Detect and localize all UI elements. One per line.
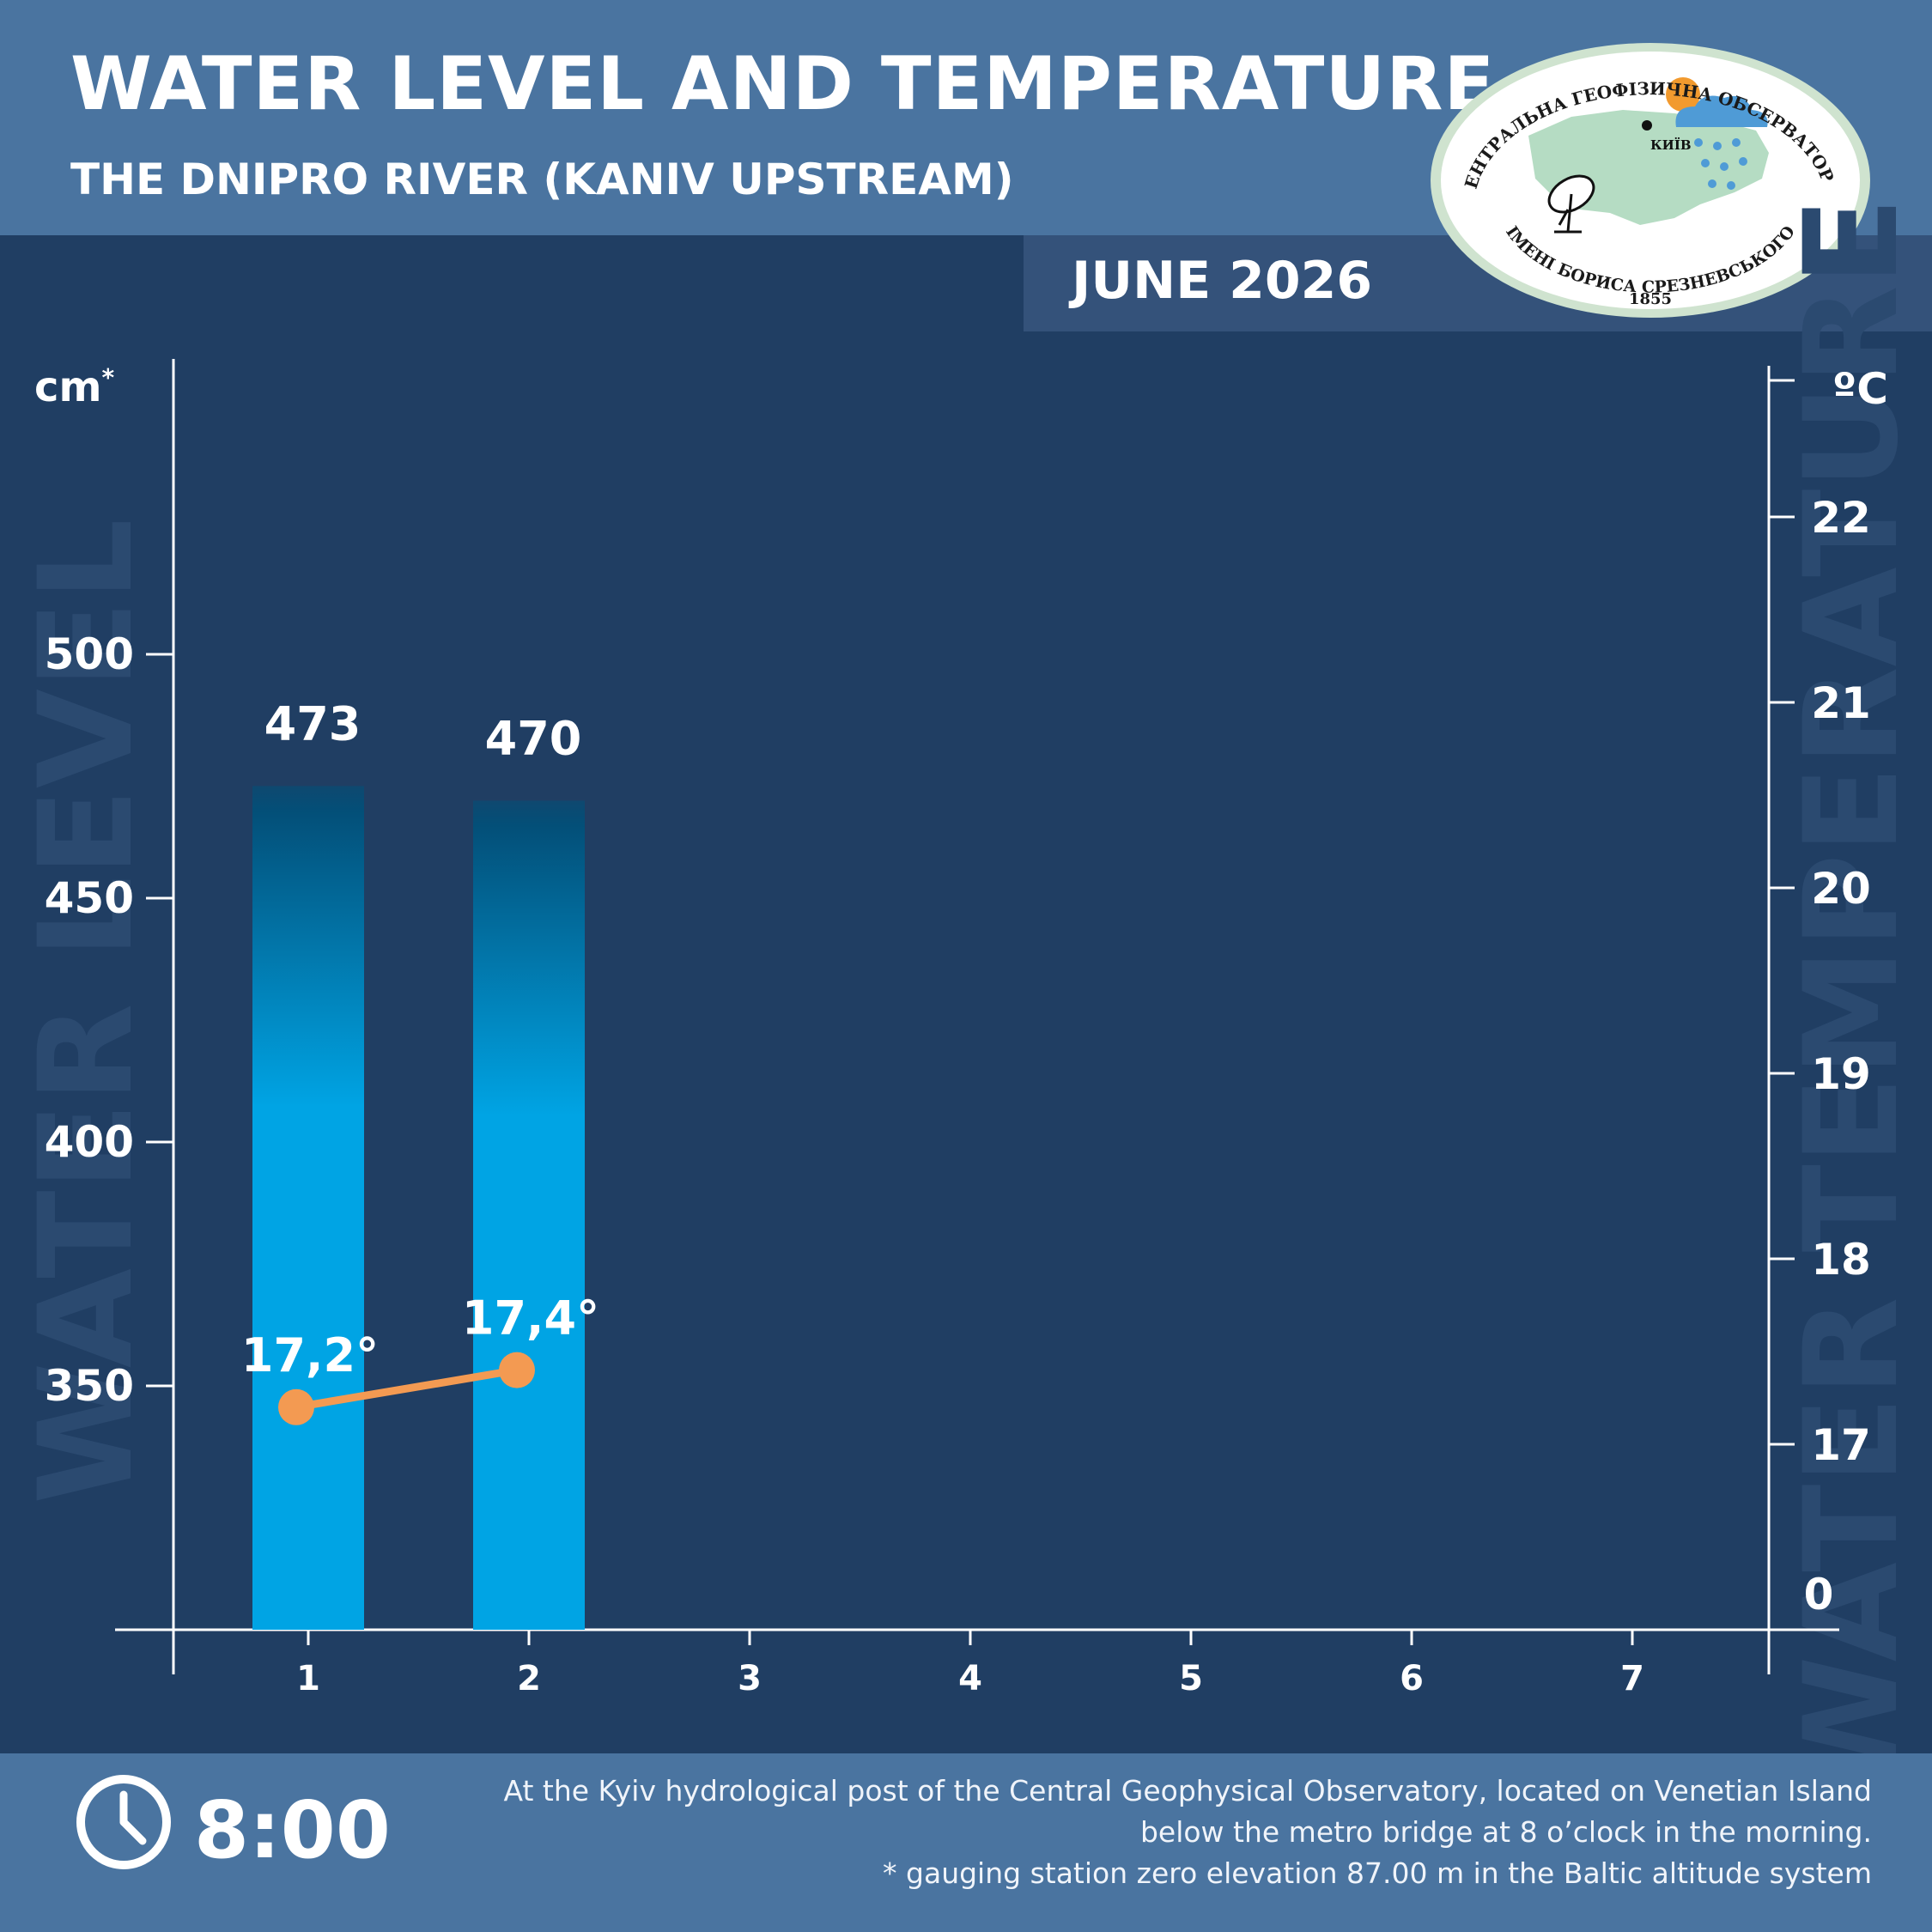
rain-icon bbox=[1694, 138, 1747, 190]
x-tick-label: 6 bbox=[1400, 1659, 1424, 1698]
chart-subtitle: THE DNIPRO RIVER (KANIV UPSTREAM) bbox=[70, 155, 1014, 204]
chart-title: WATER LEVEL AND TEMPERATURE bbox=[70, 41, 1496, 127]
right-tick-label: 20 bbox=[1811, 864, 1871, 914]
right-axis-unit: ºC bbox=[1832, 364, 1888, 414]
right-tick-label: 17 bbox=[1811, 1420, 1871, 1470]
antenna-icon bbox=[1547, 174, 1595, 234]
temperature-label: 17,4° bbox=[462, 1291, 599, 1346]
left-axis-unit: cm* bbox=[34, 363, 114, 411]
right-axis-watermark: WATER TEMPERATURE bbox=[1777, 197, 1927, 1798]
x-tick-label: 5 bbox=[1179, 1659, 1203, 1698]
left-tick-label: 450 bbox=[45, 873, 134, 923]
logo-year: 1855 bbox=[1629, 290, 1672, 308]
right-tick-label: 22 bbox=[1811, 493, 1871, 543]
right-tick-label: 19 bbox=[1811, 1049, 1871, 1099]
temperature-point bbox=[499, 1352, 535, 1388]
sun-icon bbox=[1666, 77, 1700, 112]
right-tick-label: 18 bbox=[1811, 1235, 1871, 1285]
footer-note-2: below the metro bridge at 8 o’clock in t… bbox=[1139, 1815, 1872, 1849]
footer-band bbox=[0, 1753, 1932, 1932]
right-baseline-label: 0 bbox=[1804, 1570, 1834, 1619]
left-tick-label: 350 bbox=[45, 1361, 134, 1411]
time-label: 8:00 bbox=[194, 1784, 391, 1876]
temperature-point bbox=[278, 1388, 314, 1425]
left-axis-watermark: WATER LEVEL bbox=[12, 519, 161, 1504]
month-label: JUNE 2026 bbox=[1072, 251, 1373, 311]
x-tick-label: 2 bbox=[517, 1659, 541, 1698]
right-tick-label: 21 bbox=[1811, 678, 1871, 728]
footer-note-3: * gauging station zero elevation 87.00 m… bbox=[883, 1856, 1872, 1890]
footer-note-1: At the Kyiv hydrological post of the Cen… bbox=[503, 1774, 1872, 1807]
level-bar bbox=[473, 800, 585, 1630]
kyiv-dot bbox=[1642, 120, 1652, 131]
observatory-logo: КИЇВ ЦЕНТРАЛЬНА ГЕОФІЗИЧНА ОБСЕРВАТОРІЯ … bbox=[1425, 41, 1870, 318]
x-tick-label: 1 bbox=[296, 1659, 320, 1698]
x-tick-label: 4 bbox=[958, 1659, 982, 1698]
left-tick-label: 400 bbox=[45, 1117, 134, 1167]
level-bar-label: 470 bbox=[485, 711, 582, 765]
cloud-icon bbox=[1675, 95, 1768, 127]
level-bar bbox=[252, 786, 364, 1630]
temperature-label: 17,2° bbox=[241, 1328, 379, 1382]
left-tick-label: 500 bbox=[45, 629, 134, 679]
level-bar-label: 473 bbox=[264, 696, 361, 750]
x-tick-label: 7 bbox=[1620, 1659, 1644, 1698]
clock-icon bbox=[76, 1775, 171, 1869]
x-tick-label: 3 bbox=[738, 1659, 762, 1698]
logo-city: КИЇВ bbox=[1650, 137, 1692, 153]
temperature-line bbox=[295, 1366, 518, 1412]
